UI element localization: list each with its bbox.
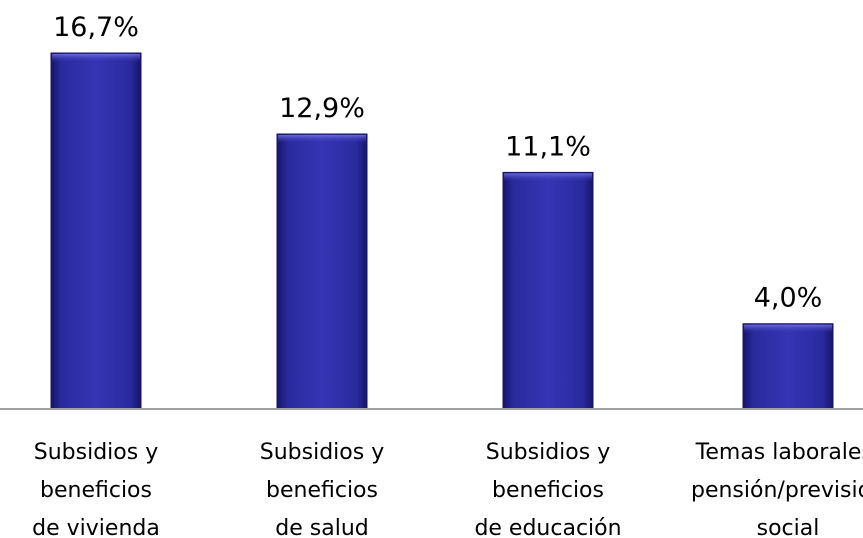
category-label-2-line-1: Subsidios y	[260, 440, 384, 465]
category-label-3-line-3: de educación	[474, 516, 621, 538]
category-label-4-line-3: social	[757, 516, 820, 538]
value-labels-group: 16,7% 12,9% 11,1% 4,0%	[53, 12, 822, 314]
value-label-2: 12,9%	[279, 93, 365, 124]
bar-highlight-4	[744, 324, 832, 333]
bar-highlight-2	[278, 135, 366, 144]
bar-4	[742, 323, 834, 410]
category-label-2-line-2: beneficios	[266, 478, 378, 503]
bar-highlight-3	[504, 173, 592, 182]
category-label-1-line-2: beneficios	[40, 478, 152, 503]
category-label-4: Temas laborales/pensión/previsión social	[691, 440, 863, 538]
category-label-3-line-2: beneficios	[492, 478, 604, 503]
bar-highlight-1	[52, 54, 140, 62]
category-labels-group: Subsidios y beneficios de viviendaSubsidio…	[32, 440, 863, 538]
category-label-1-line-1: Subsidios y	[34, 440, 158, 465]
bar-3	[502, 171, 594, 410]
value-label-1: 16,7%	[53, 12, 139, 43]
category-label-4-line-2: pensión/previsión	[691, 478, 863, 503]
value-label-3: 11,1%	[505, 131, 591, 162]
category-label-4-line-1: Temas laborales/	[695, 440, 863, 465]
category-label-2-line-3: de salud	[275, 516, 368, 538]
value-label-4: 4,0%	[754, 283, 823, 314]
bar-1	[50, 52, 142, 410]
category-label-1-line-3: de vivienda	[32, 516, 160, 538]
category-label-1: Subsidios y beneficios de vivienda	[32, 440, 160, 538]
category-label-3-line-1: Subsidios y	[486, 440, 610, 465]
bar-2	[276, 133, 368, 410]
category-label-2: Subsidios y beneficios de salud	[260, 440, 384, 538]
bars-group	[50, 52, 834, 410]
category-label-3: Subsidios y beneficios de educación	[474, 440, 621, 538]
